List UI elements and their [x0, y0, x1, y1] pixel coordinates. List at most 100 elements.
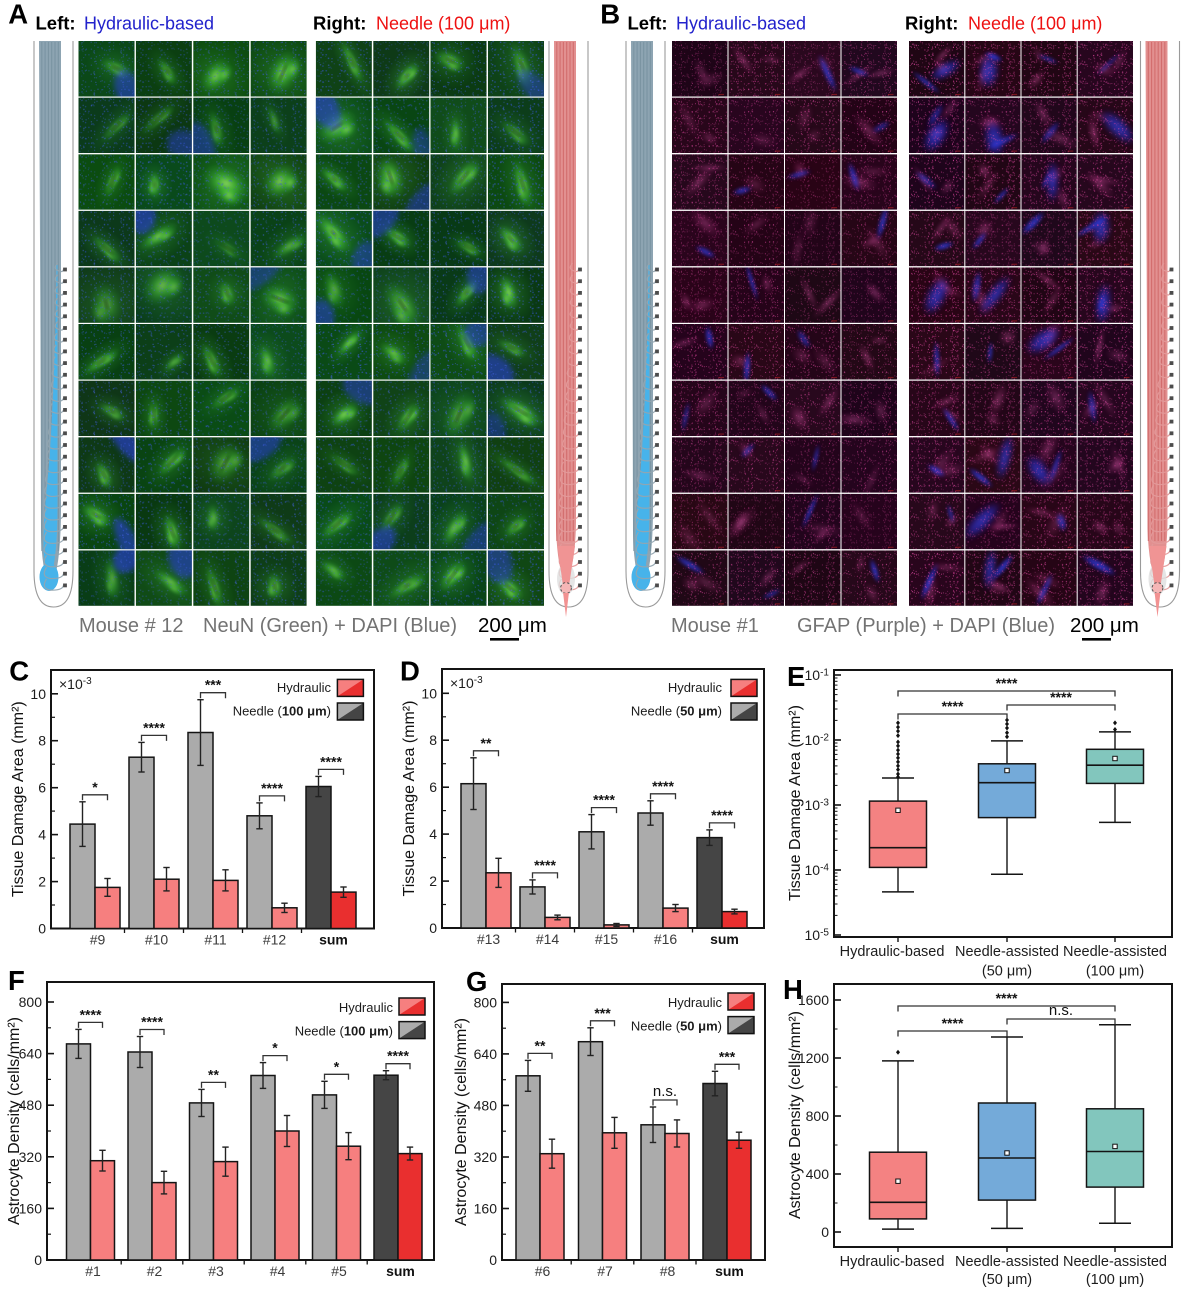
svg-text:(50 μm): (50 μm) — [982, 1272, 1032, 1288]
svg-text:Needle-assisted: Needle-assisted — [1063, 1254, 1167, 1270]
svg-text:#14: #14 — [536, 931, 560, 947]
svg-text:****: **** — [80, 1006, 102, 1022]
svg-text:Hydraulic: Hydraulic — [668, 995, 723, 1010]
svg-text:#1: #1 — [85, 1263, 101, 1279]
svg-text:D: D — [400, 656, 420, 687]
svg-text:#4: #4 — [270, 1263, 286, 1279]
svg-text:800: 800 — [806, 1108, 830, 1124]
svg-text:#3: #3 — [208, 1263, 224, 1279]
svg-text:Hydraulic-based: Hydraulic-based — [840, 944, 945, 960]
svg-text:****: **** — [996, 990, 1018, 1006]
svg-text:Hydraulic: Hydraulic — [668, 680, 723, 695]
svg-text:Hydraulic-based: Hydraulic-based — [676, 14, 806, 34]
svg-text:1600: 1600 — [798, 992, 829, 1008]
svg-text:**: ** — [208, 1066, 219, 1082]
svg-text:GFAP (Purple) + DAPI (Blue): GFAP (Purple) + DAPI (Blue) — [797, 615, 1055, 637]
svg-text:200 μm: 200 μm — [478, 614, 547, 637]
svg-text:2: 2 — [429, 873, 437, 889]
svg-text:Hydraulic-based: Hydraulic-based — [84, 14, 214, 34]
svg-text:Astrocyte Density (cells/mm²): Astrocyte Density (cells/mm²) — [787, 1011, 804, 1219]
svg-text:4: 4 — [38, 827, 46, 843]
svg-text:Needle (100 μm): Needle (100 μm) — [968, 14, 1102, 34]
svg-text:Needle (50 μm): Needle (50 μm) — [631, 704, 722, 719]
svg-text:*: * — [92, 779, 98, 795]
svg-text:***: *** — [205, 677, 222, 693]
svg-text:(100 μm): (100 μm) — [1086, 1272, 1144, 1288]
svg-text:10: 10 — [30, 686, 46, 702]
svg-text:320: 320 — [19, 1149, 43, 1165]
svg-text:n.s.: n.s. — [653, 1083, 677, 1100]
svg-text:200 μm: 200 μm — [1070, 614, 1139, 637]
svg-text:#16: #16 — [654, 931, 678, 947]
svg-text:8: 8 — [38, 733, 46, 749]
svg-text:Tissue Damage Area (mm²): Tissue Damage Area (mm²) — [787, 705, 804, 901]
svg-text:#10: #10 — [145, 932, 169, 948]
svg-text:sum: sum — [386, 1263, 415, 1279]
svg-text:6: 6 — [38, 780, 46, 796]
svg-text:Mouse #1: Mouse #1 — [671, 615, 759, 637]
svg-text:Needle (100 μm): Needle (100 μm) — [376, 14, 510, 34]
svg-text:400: 400 — [806, 1166, 830, 1182]
svg-text:480: 480 — [474, 1097, 498, 1113]
svg-text:Mouse # 12: Mouse # 12 — [79, 615, 184, 637]
svg-text:Tissue Damage Area (mm²): Tissue Damage Area (mm²) — [401, 701, 418, 897]
svg-text:Needle (100 μm): Needle (100 μm) — [233, 704, 331, 719]
svg-text:160: 160 — [19, 1200, 43, 1216]
svg-text:****: **** — [387, 1048, 409, 1064]
svg-text:C: C — [9, 656, 29, 687]
svg-text:****: **** — [141, 1014, 163, 1030]
svg-text:F: F — [8, 965, 25, 996]
svg-text:G: G — [466, 966, 487, 997]
svg-text:NeuN (Green) + DAPI (Blue): NeuN (Green) + DAPI (Blue) — [203, 615, 457, 637]
svg-text:Right:: Right: — [313, 13, 366, 34]
svg-text:****: **** — [261, 780, 283, 796]
svg-text:*: * — [334, 1058, 340, 1074]
svg-text:320: 320 — [474, 1149, 498, 1165]
svg-text:Tissue Damage Area (mm²): Tissue Damage Area (mm²) — [10, 701, 27, 897]
svg-text:Hydraulic: Hydraulic — [277, 680, 332, 695]
svg-text:Astrocyte Density (cells/mm²): Astrocyte Density (cells/mm²) — [453, 1018, 470, 1226]
svg-text:****: **** — [593, 792, 615, 808]
svg-text:Left:: Left: — [628, 13, 668, 34]
svg-text:****: **** — [143, 719, 165, 735]
svg-text:****: **** — [1050, 689, 1072, 705]
svg-text:****: **** — [320, 753, 342, 769]
svg-text:*: * — [272, 1040, 278, 1056]
svg-text:#12: #12 — [263, 932, 287, 948]
svg-text:Left:: Left: — [36, 13, 76, 34]
svg-text:****: **** — [996, 675, 1018, 691]
svg-text:sum: sum — [715, 1263, 744, 1279]
svg-text:640: 640 — [474, 1046, 498, 1062]
svg-text:#9: #9 — [90, 932, 106, 948]
svg-text:640: 640 — [19, 1046, 43, 1062]
svg-text:800: 800 — [474, 994, 498, 1010]
svg-text:Hydraulic: Hydraulic — [339, 1000, 394, 1015]
svg-text:10: 10 — [421, 685, 437, 701]
svg-text:#11: #11 — [204, 932, 227, 948]
svg-text:0: 0 — [38, 921, 46, 937]
svg-text:160: 160 — [474, 1201, 498, 1217]
svg-text:(100 μm): (100 μm) — [1086, 964, 1144, 980]
svg-text:#5: #5 — [331, 1263, 347, 1279]
svg-text:Needle (50 μm): Needle (50 μm) — [631, 1019, 722, 1034]
svg-text:#2: #2 — [147, 1263, 163, 1279]
svg-text:#8: #8 — [660, 1263, 676, 1279]
svg-text:****: **** — [534, 857, 556, 873]
svg-text:Needle-assisted: Needle-assisted — [955, 944, 1059, 960]
svg-text:n.s.: n.s. — [1049, 1002, 1073, 1019]
svg-text:B: B — [600, 0, 620, 30]
svg-text:0: 0 — [429, 920, 437, 936]
svg-text:****: **** — [942, 1015, 964, 1031]
svg-text:**: ** — [535, 1037, 546, 1053]
svg-text:H: H — [783, 974, 803, 1005]
svg-text:0: 0 — [489, 1252, 497, 1268]
svg-text:1200: 1200 — [798, 1050, 829, 1066]
svg-text:***: *** — [594, 1005, 611, 1021]
svg-text:0: 0 — [821, 1224, 829, 1240]
svg-text:0: 0 — [34, 1252, 42, 1268]
svg-text:#7: #7 — [597, 1263, 613, 1279]
svg-text:E: E — [787, 661, 805, 692]
svg-text:****: **** — [711, 807, 733, 823]
svg-text:Needle-assisted: Needle-assisted — [1063, 944, 1167, 960]
svg-text:4: 4 — [429, 826, 437, 842]
